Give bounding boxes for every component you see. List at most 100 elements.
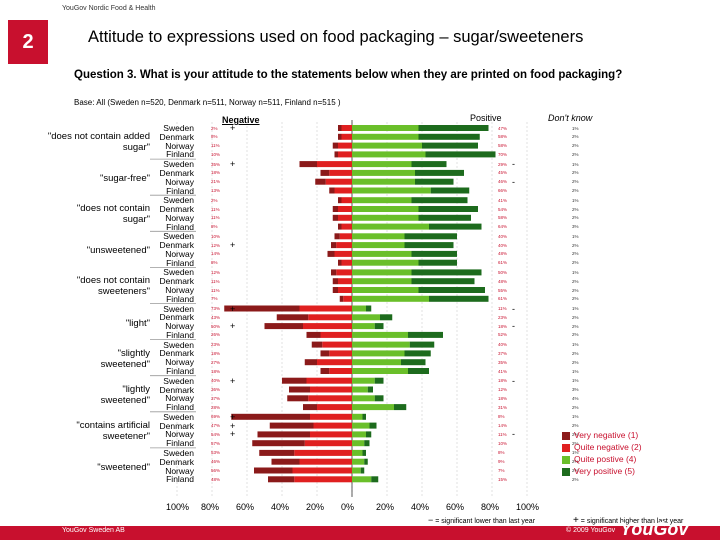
axis-tick-label: 80%: [201, 502, 220, 512]
bar-quite-negative: [334, 187, 352, 194]
bar-quite-negative: [292, 467, 352, 474]
bar-quite-negative: [308, 395, 352, 402]
positive-total-label: 58%: [498, 143, 508, 149]
bar-quite-positive: [352, 250, 412, 257]
sig-marker-positive: -: [512, 429, 515, 440]
negative-total-label: 18%: [211, 368, 221, 374]
country-label: Sweden: [163, 159, 194, 170]
positive-total-label: 18%: [498, 378, 508, 384]
positive-total-label: 55%: [498, 287, 508, 293]
positive-total-label: 11%: [498, 431, 507, 437]
axis-tick-label: 80%: [481, 502, 500, 512]
bar-very-negative: [320, 350, 330, 357]
country-label: Sweden: [163, 375, 194, 386]
sig-marker-negative: +: [230, 240, 236, 251]
bar-quite-negative: [341, 133, 352, 140]
positive-total-label: 48%: [498, 278, 508, 284]
positive-total-label: 40%: [498, 242, 508, 248]
bar-very-negative: [303, 404, 317, 411]
country-label: Norway: [165, 357, 194, 368]
axis-tick-label: 60%: [236, 502, 255, 512]
positive-total-label: 46%: [498, 179, 508, 185]
dont-know-label: 2%: [572, 134, 579, 140]
negative-total-label: 73%: [211, 306, 221, 311]
bar-very-negative: [287, 395, 309, 402]
statement-label: "slightly sweetened": [100, 347, 150, 370]
bar-quite-positive: [352, 395, 375, 402]
bar-quite-negative: [317, 161, 352, 168]
dont-know-label: 1%: [572, 161, 579, 167]
dont-know-label: 2%: [572, 170, 579, 176]
sig-marker-negative: +: [230, 411, 236, 422]
statement-label: "sweetened": [97, 461, 150, 473]
bar-quite-negative: [329, 169, 352, 176]
country-label: Denmark: [159, 276, 194, 287]
bar-very-positive: [409, 341, 435, 348]
minus-symbol: −: [428, 515, 434, 525]
bar-very-positive: [411, 250, 457, 257]
positive-total-label: 48%: [498, 251, 508, 257]
country-label: Finland: [166, 402, 194, 413]
bar-quite-positive: [352, 476, 372, 483]
bar-very-positive: [401, 359, 426, 366]
dont-know-label: 1%: [572, 342, 579, 348]
country-label: Finland: [166, 293, 194, 304]
negative-total-label: 36%: [211, 387, 221, 392]
bar-quite-negative: [336, 269, 352, 276]
bar-quite-positive: [352, 133, 419, 140]
dont-know-label: 2%: [572, 287, 579, 293]
bar-quite-positive: [352, 404, 394, 411]
bar-very-positive: [418, 259, 457, 266]
bar-very-positive: [394, 404, 407, 411]
bar-very-positive: [418, 133, 480, 140]
legend-item: Very positive (5): [562, 466, 702, 478]
country-label: Norway: [165, 248, 194, 259]
bar-quite-positive: [352, 169, 415, 176]
bar-very-negative: [315, 178, 326, 185]
bar-very-negative: [332, 142, 338, 149]
country-label: Finland: [166, 257, 194, 268]
bar-quite-negative: [338, 214, 352, 221]
country-label: Denmark: [159, 167, 194, 178]
bar-quite-positive: [352, 287, 419, 293]
negative-total-label: 23%: [211, 342, 221, 348]
legend-item: Quite postive (4): [562, 454, 702, 466]
page-title: Attitude to expressions used on food pac…: [88, 28, 584, 46]
bar-very-negative: [339, 295, 344, 302]
bar-quite-positive: [352, 295, 429, 302]
bar-very-positive: [418, 206, 478, 212]
dont-know-column-header: Don't know: [548, 113, 593, 123]
positive-total-label: 11%: [498, 306, 507, 311]
bar-very-negative: [306, 331, 321, 338]
footnote-minus-text: = significant lower than last year: [435, 518, 536, 525]
bar-quite-negative: [317, 359, 352, 366]
sig-marker-positive: -: [512, 159, 515, 170]
bar-quite-positive: [352, 242, 405, 249]
bar-quite-positive: [352, 187, 431, 194]
positive-total-label: 14%: [498, 423, 508, 429]
yougov-logo: YouGov: [620, 519, 689, 539]
bar-very-negative: [311, 341, 323, 348]
bar-quite-positive: [352, 151, 426, 158]
negative-total-label: 53%: [211, 450, 221, 456]
bar-quite-negative: [317, 404, 352, 411]
dont-know-label: 2%: [572, 260, 579, 266]
negative-total-label: 2%: [211, 125, 218, 131]
bar-quite-positive: [352, 125, 419, 131]
dont-know-label: 2%: [572, 468, 579, 473]
positive-total-label: 12%: [498, 387, 508, 392]
country-label: Norway: [165, 212, 194, 223]
positive-total-label: 50%: [498, 269, 508, 275]
bar-quite-positive: [352, 214, 419, 221]
country-label: Sweden: [163, 267, 194, 278]
bar-very-positive: [411, 269, 482, 276]
bar-very-positive: [415, 178, 454, 185]
positive-total-label: 37%: [498, 350, 508, 356]
positive-total-label: 61%: [498, 260, 508, 266]
legend-item: Very negative (1): [562, 430, 702, 442]
bar-very-negative: [338, 125, 342, 131]
country-label: Sweden: [163, 231, 194, 242]
bar-quite-negative: [325, 178, 352, 185]
sig-marker-positive: -: [512, 375, 515, 386]
